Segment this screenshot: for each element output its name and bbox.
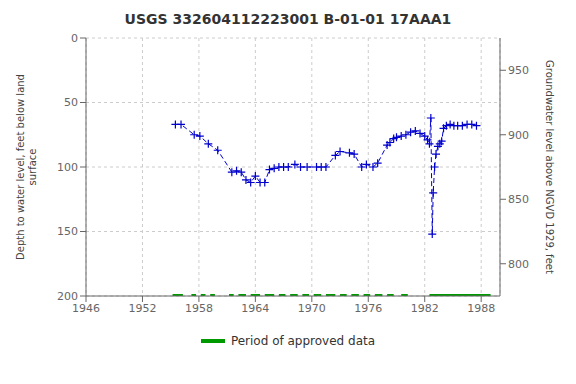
html-text:USGS 332604112223001 B-01-01 1: USGS 332604112223001 B-01-01 17AAA1	[124, 11, 452, 27]
svg-text:1970: 1970	[298, 302, 326, 315]
svg-text:1952: 1952	[128, 302, 156, 315]
svg-text:1958: 1958	[185, 302, 213, 315]
svg-text:1988: 1988	[467, 302, 495, 315]
svg-text:Groundwater level above NGVD 1: Groundwater level above NGVD 1929, feet	[545, 60, 556, 274]
svg-text:Depth to water level, feet bel: Depth to water level, feet below landsur…	[15, 74, 38, 260]
svg-text:200: 200	[57, 290, 78, 303]
svg-text:950: 950	[508, 64, 529, 77]
svg-text:900: 900	[508, 129, 529, 142]
svg-text:850: 850	[508, 193, 529, 206]
svg-text:150: 150	[57, 225, 78, 238]
svg-text:800: 800	[508, 258, 529, 271]
svg-text:50: 50	[64, 96, 78, 109]
svg-text:1946: 1946	[72, 302, 100, 315]
html-text:Period of approved data: Period of approved data	[230, 334, 376, 348]
svg-text:1976: 1976	[354, 302, 382, 315]
svg-text:100: 100	[57, 161, 78, 174]
svg-text:1982: 1982	[411, 302, 439, 315]
svg-text:1964: 1964	[241, 302, 269, 315]
svg-text:0: 0	[71, 32, 78, 45]
